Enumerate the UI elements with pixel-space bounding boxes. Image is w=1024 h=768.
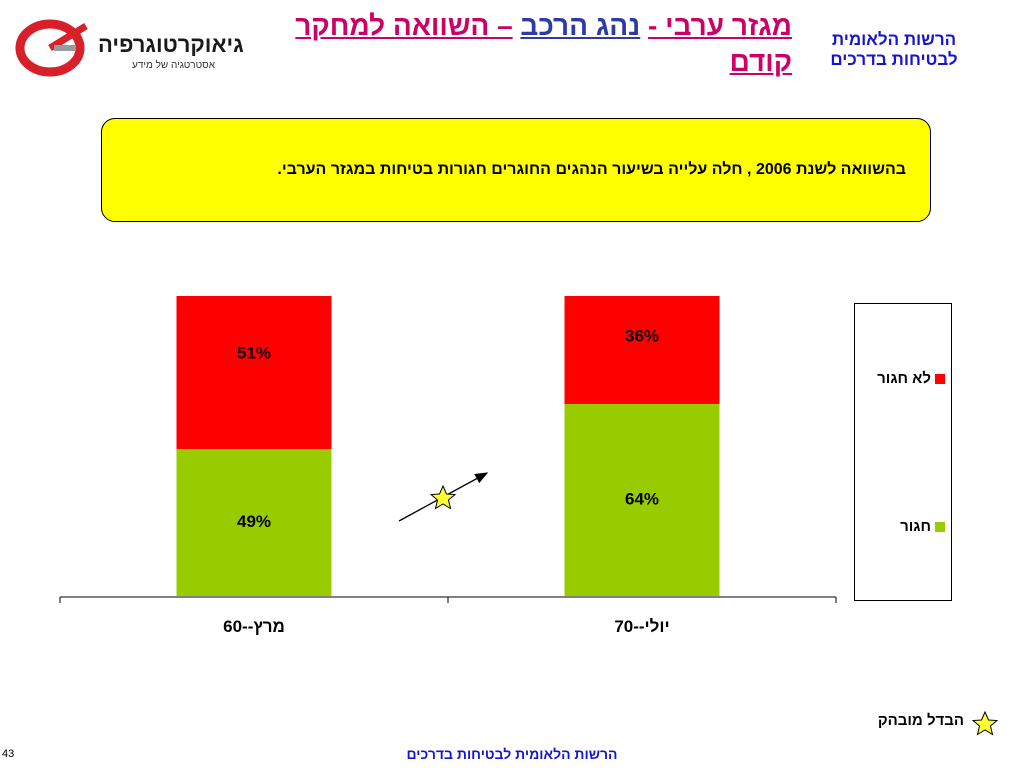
org-line-1: הרשות הלאומית — [831, 30, 957, 49]
summary-callout: בהשוואה לשנת 2006 , חלה עלייה בשיעור הנה… — [101, 118, 931, 222]
legend-swatch-belted — [935, 522, 945, 533]
org-line-2: לבטיחות בדרכים — [830, 50, 958, 69]
logo-brand: גיאוקרטוגרפיה — [98, 32, 244, 57]
title-part-1: מגזר ערבי - — [648, 10, 792, 41]
significance-star-icon — [429, 484, 457, 510]
data-label: 36% — [625, 327, 659, 346]
bar-segment-belted — [176, 449, 332, 596]
x-tick-label: מרץ--60 — [223, 617, 285, 636]
title-part-3: – השוואה למחקר קודם — [295, 10, 792, 77]
data-label: 64% — [625, 489, 659, 508]
significance-label: הבדל מובהק — [877, 712, 964, 729]
org-name: הרשות הלאומית לבטיחות בדרכים — [804, 30, 984, 70]
logo-tagline: אסטרטגיה של מידע — [132, 60, 215, 71]
data-label: 51% — [237, 343, 271, 362]
x-tick-label: יולי--70 — [614, 617, 669, 636]
star-icon — [971, 710, 999, 736]
bar-segment-belted — [564, 404, 720, 596]
legend-swatch-not-belted — [935, 374, 945, 385]
data-label: 49% — [237, 512, 271, 531]
significance-key: הבדל מובהק — [878, 712, 964, 729]
logo: גיאוקרטוגרפיה אסטרטגיה של מידע — [14, 18, 244, 78]
legend-label-belted: חגור — [900, 518, 931, 535]
footer-org: הרשות הלאומית לבטיחות בדרכים — [406, 746, 618, 762]
logo-mark-icon — [15, 19, 88, 77]
page-title: מגזר ערבי - נהג הרכב – השוואה למחקר קודם — [232, 8, 792, 80]
legend-item-not-belted: לא חגור — [877, 370, 945, 387]
legend-item-belted: חגור — [900, 518, 945, 535]
bar-segment-not-belted — [564, 296, 720, 404]
bar-segment-not-belted — [176, 296, 332, 449]
title-part-2: נהג הרכב — [520, 10, 641, 41]
chart-legend: לא חגור חגור — [854, 303, 952, 601]
legend-label-not-belted: לא חגור — [877, 370, 931, 387]
page-number: 43 — [2, 748, 15, 760]
summary-text: בהשוואה לשנת 2006 , חלה עלייה בשיעור הנה… — [277, 161, 906, 178]
